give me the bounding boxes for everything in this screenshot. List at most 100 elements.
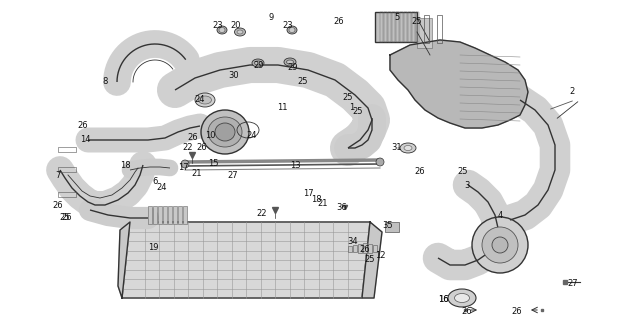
Bar [437,15,442,43]
Text: 10: 10 [205,131,215,140]
Ellipse shape [289,28,295,33]
Text: 8: 8 [102,77,108,86]
Ellipse shape [404,146,412,150]
Text: 31: 31 [392,143,403,153]
Ellipse shape [448,289,476,307]
Ellipse shape [234,28,246,36]
Circle shape [376,158,384,166]
Bar [358,244,362,252]
Text: 29: 29 [253,60,264,69]
Bar [168,206,172,224]
Bar [163,206,167,224]
Ellipse shape [287,60,294,64]
Text: 27: 27 [228,171,238,180]
Text: 26: 26 [360,244,371,253]
Text: 2: 2 [570,87,575,97]
Ellipse shape [255,61,262,65]
Text: 25: 25 [365,255,375,265]
Bar [384,12,387,42]
Polygon shape [390,40,528,128]
Bar [363,243,367,253]
Text: 25: 25 [298,77,308,86]
Text: 27: 27 [568,278,579,287]
Bar [416,12,419,42]
Ellipse shape [195,93,215,107]
Text: 26: 26 [333,18,344,27]
Text: 9: 9 [268,13,274,22]
Text: 26: 26 [512,307,522,316]
Bar [178,206,182,224]
Text: 13: 13 [290,162,300,171]
Bar [368,244,372,252]
Bar [392,12,395,42]
Circle shape [492,237,508,253]
Text: 6: 6 [152,177,157,186]
Bar [404,12,407,42]
Text: 25: 25 [60,213,70,222]
Bar [408,12,411,42]
Bar [153,206,157,224]
Text: 20: 20 [231,20,241,29]
Text: 16: 16 [438,294,448,303]
Bar [424,15,429,43]
Ellipse shape [252,59,264,67]
Ellipse shape [454,293,470,302]
Ellipse shape [219,28,225,33]
Text: 23: 23 [212,20,223,29]
Text: 24: 24 [195,95,205,105]
Bar [58,167,76,172]
Bar [385,222,399,232]
Text: 22: 22 [257,209,268,218]
Ellipse shape [215,123,235,141]
Ellipse shape [198,96,211,104]
Text: 24: 24 [157,182,167,191]
Polygon shape [362,222,382,298]
Text: 1: 1 [349,102,355,111]
Bar [417,18,432,48]
Text: 14: 14 [80,135,90,145]
Text: 25: 25 [353,108,364,116]
Text: 4: 4 [497,211,502,220]
Text: 26: 26 [461,307,472,316]
Circle shape [181,160,189,168]
Text: 7: 7 [55,172,61,180]
Polygon shape [122,222,370,298]
Text: 30: 30 [228,70,239,79]
Text: 25: 25 [458,167,468,177]
Text: 26: 26 [61,213,72,222]
Text: 24: 24 [247,131,257,140]
Text: 11: 11 [276,102,287,111]
Text: 23: 23 [283,20,293,29]
Bar [183,206,187,224]
Bar [412,12,415,42]
Text: 26: 26 [77,121,88,130]
Text: 18: 18 [120,161,131,170]
Bar [58,147,76,152]
Text: 25: 25 [343,93,353,102]
Bar [173,206,177,224]
Ellipse shape [201,110,249,154]
Text: 26: 26 [188,133,198,142]
Text: 19: 19 [148,244,158,252]
Text: 25: 25 [412,18,422,27]
Text: 17: 17 [178,164,188,172]
Text: 29: 29 [288,63,298,73]
Ellipse shape [208,117,242,147]
Text: 12: 12 [375,251,385,260]
Bar [58,192,76,197]
Ellipse shape [284,58,296,66]
Text: 17: 17 [303,188,314,197]
Circle shape [472,217,528,273]
Polygon shape [118,222,130,298]
Text: 18: 18 [310,196,321,204]
Bar [388,12,391,42]
Bar [396,12,399,42]
Bar [158,206,162,224]
Ellipse shape [237,30,243,34]
Ellipse shape [217,26,227,34]
Circle shape [482,227,518,263]
Text: 22: 22 [183,143,193,153]
Bar [400,12,403,42]
Text: 21: 21 [317,199,328,209]
Text: 34: 34 [348,237,358,246]
